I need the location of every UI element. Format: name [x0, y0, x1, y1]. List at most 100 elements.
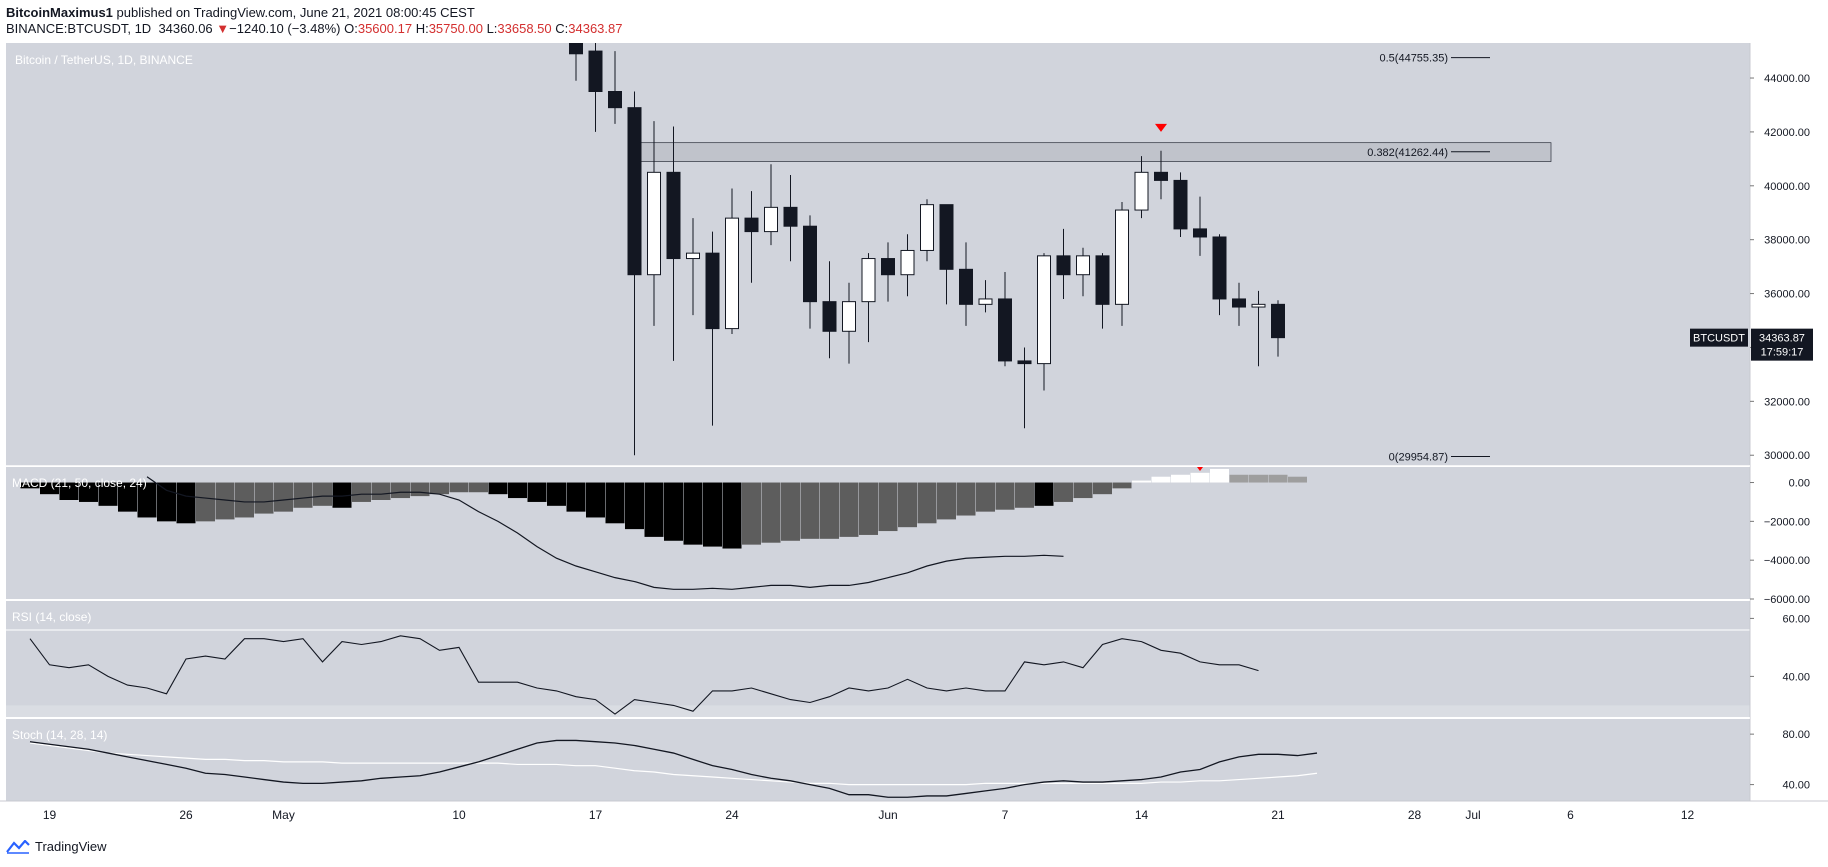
macd-histogram-bar	[20, 482, 40, 489]
macd-histogram-bar	[995, 482, 1015, 510]
macd-histogram-bar	[566, 482, 586, 512]
macd-histogram-bar	[722, 482, 742, 549]
price-axis-tick-label: 38000.00	[1764, 235, 1810, 247]
date-axis-label: 6	[1567, 808, 1574, 822]
macd-histogram-bar	[40, 482, 59, 495]
author-name[interactable]: BitcoinMaximus1	[6, 5, 113, 20]
date-axis-label: May	[272, 808, 295, 822]
price-axis-tick-label: 44000.00	[1764, 73, 1810, 85]
macd-histogram-bar	[1054, 482, 1073, 502]
macd-histogram-bar	[820, 482, 839, 539]
macd-histogram-bar	[215, 482, 235, 520]
macd-histogram-bar	[1093, 482, 1112, 495]
candle-body	[725, 217, 739, 330]
date-axis-label: 12	[1681, 808, 1695, 822]
stoch-label: Stoch (14, 28, 14)	[12, 728, 107, 742]
candle-body	[1115, 209, 1129, 305]
fib-level-label: 0.382(41262.44)	[1367, 147, 1448, 159]
candle-body	[1251, 303, 1266, 308]
macd-histogram-bar	[1288, 476, 1307, 483]
chart-title: Bitcoin / TetherUS, 1D, BINANCE	[15, 53, 193, 67]
macd-histogram-bar	[917, 482, 937, 524]
candle-body	[1271, 303, 1285, 339]
countdown-label: 17:59:17	[1761, 347, 1804, 359]
macd-histogram-bar	[1073, 482, 1093, 499]
candle-body	[920, 204, 934, 251]
stoch-pane-bg	[6, 719, 1750, 801]
candle-body	[666, 171, 681, 260]
high-label: H:	[415, 21, 429, 36]
macd-line	[146, 476, 1064, 590]
macd-histogram-bar	[781, 482, 800, 541]
candle-body	[608, 90, 622, 109]
macd-histogram-bar	[1190, 472, 1210, 483]
macd-histogram-bar	[391, 482, 410, 499]
symbol-price-label: BTCUSDT	[1693, 333, 1745, 345]
candle-body	[1056, 255, 1071, 276]
candle-body	[783, 206, 798, 227]
price-pane[interactable]: 0.5(44755.35) 0.382(41262.44) 0(29954.87)	[569, 0, 1552, 463]
down-triangle-icon: ▼	[216, 21, 230, 36]
macd-histogram-bar	[235, 482, 254, 518]
macd-histogram-bar	[332, 482, 352, 508]
fib-level-label: 0(29954.87)	[1389, 451, 1448, 463]
price-axis-currency: USDT	[1774, 54, 1804, 66]
date-axis-label: 24	[725, 808, 739, 822]
macd-histogram-bar	[137, 482, 157, 518]
price-axis-tick-label: 36000.00	[1764, 289, 1810, 301]
candle-body	[978, 298, 993, 305]
brand-name: TradingView	[35, 839, 107, 854]
macd-histogram-bar	[937, 482, 956, 520]
time-axis-strip	[0, 801, 1828, 828]
macd-histogram-bar	[176, 482, 196, 524]
date-axis-label: Jul	[1465, 808, 1480, 822]
stoch-d-line	[29, 742, 1318, 786]
candle-body	[569, 43, 583, 55]
change-value: −1240.10 (−3.48%)	[229, 21, 341, 36]
macd-histogram-bar	[1229, 474, 1249, 483]
candle-body	[1095, 255, 1110, 305]
macd-histogram-bar	[196, 482, 215, 522]
macd-histogram-bar	[703, 482, 722, 547]
macd-histogram-bar	[547, 482, 566, 506]
macd-histogram-bar	[761, 482, 781, 543]
macd-axis-tick-label: −2000.00	[1764, 516, 1810, 528]
publish-line: BitcoinMaximus1 published on TradingView…	[6, 5, 475, 20]
symbol-price-label-box	[1690, 328, 1748, 347]
candle-body	[744, 217, 759, 233]
macd-histogram-bar	[898, 482, 917, 528]
date-axis-label: 17	[589, 808, 603, 822]
close-label: C:	[555, 21, 569, 36]
macd-histogram-bar	[1171, 474, 1190, 483]
low-value: 33658.50	[497, 21, 552, 36]
macd-histogram-bar	[644, 482, 664, 537]
macd-histogram-bar	[956, 482, 976, 516]
high-value: 35750.00	[428, 21, 483, 36]
macd-histogram-bar	[586, 482, 605, 518]
stoch-k-line	[29, 739, 1318, 798]
macd-histogram-bar	[274, 482, 293, 512]
symbol-label: BINANCE:BTCUSDT, 1D	[6, 21, 152, 36]
macd-histogram-bar	[313, 482, 332, 506]
candle-body	[1232, 298, 1246, 308]
macd-histogram-bar	[625, 482, 644, 530]
tradingview-brand[interactable]: TradingView	[6, 839, 107, 854]
macd-axis-tick-label: 0.00	[1789, 478, 1810, 490]
candle-body	[1037, 255, 1051, 365]
rsi-pane[interactable]	[6, 589, 1750, 715]
date-axis-label: Jun	[878, 808, 897, 822]
macd-pane[interactable]	[20, 463, 1308, 590]
macd-histogram-bar	[1112, 482, 1132, 489]
macd-histogram-bar	[859, 482, 878, 535]
candle-body	[1134, 171, 1149, 211]
candle-body	[647, 171, 661, 276]
price-axis-tick-label: 30000.00	[1764, 450, 1810, 462]
macd-histogram-bar	[527, 482, 547, 502]
candle-body	[881, 258, 895, 276]
stoch-pane[interactable]	[29, 739, 1318, 798]
macd-histogram-bar	[1249, 474, 1268, 483]
date-axis-label: 14	[1135, 808, 1149, 822]
candle-body	[1154, 171, 1168, 181]
macd-histogram-bar	[430, 482, 449, 495]
